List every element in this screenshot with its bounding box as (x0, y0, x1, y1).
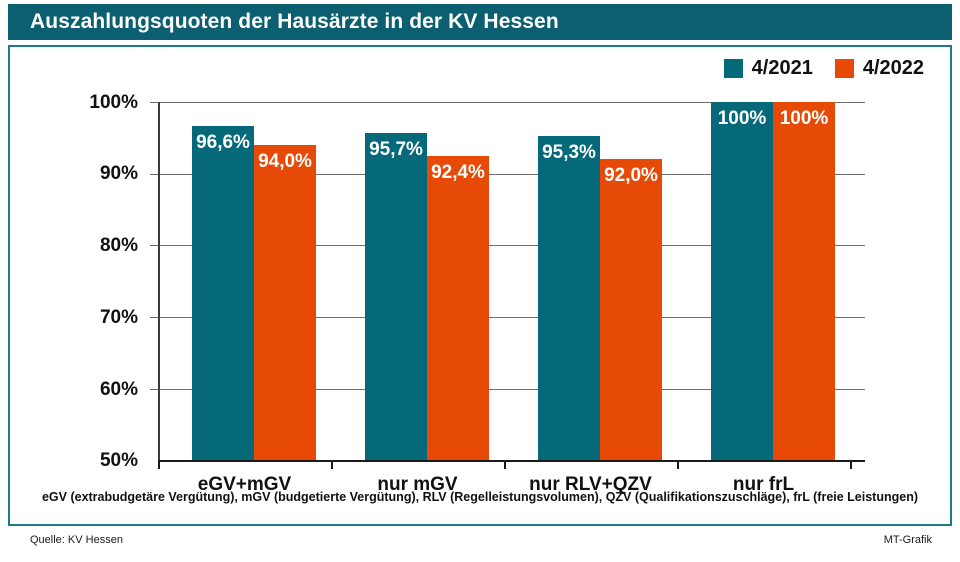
credit-label: MT-Grafik (883, 534, 932, 546)
gridline-90 (150, 174, 865, 175)
bar-label-2021-nur-frl: 100% (717, 108, 767, 129)
y-tick-label-70: 70% (99, 307, 138, 328)
y-tick-label-80: 80% (99, 235, 138, 256)
legend-item-2022: 4/2022 (834, 57, 924, 80)
legend-swatch-2022 (834, 59, 854, 78)
bar-label-2021-nur-rlv-qzv: 95,3% (542, 142, 596, 163)
bar-2022-egv-mgv[interactable]: 94,0% (254, 145, 316, 460)
bar-label-2022-nur-frl: 100% (779, 108, 829, 129)
x-category-label-nur-frl: nur frL (732, 474, 795, 495)
source-label: Quelle: KV Hessen (30, 534, 123, 546)
chart-container: 4/2021 4/2022 100% 90% 80% 70% 60% 50% (8, 45, 952, 526)
bar-2022-nur-rlv-qzv[interactable]: 92,0% (600, 159, 662, 460)
legend-item-2021: 4/2021 (723, 57, 813, 80)
bar-label-2021-egv-mgv: 96,6% (196, 132, 250, 153)
x-tick-3 (677, 460, 679, 469)
x-tick-1 (331, 460, 333, 469)
page-title: Auszahlungsquoten der Hausärzte in der K… (30, 10, 559, 33)
gridline-60 (150, 389, 865, 390)
bar-label-2022-egv-mgv: 94,0% (258, 151, 312, 172)
gridline-100 (150, 102, 865, 103)
legend-label-2022: 4/2022 (862, 57, 924, 79)
plot-area: 96,6% 94,0% 95,7% 92,4% 95,3% (150, 102, 865, 495)
x-category-label-nur-mgv: nur mGV (377, 474, 458, 495)
bar-label-2021-nur-mgv: 95,7% (369, 139, 423, 160)
y-tick-label-90: 90% (99, 163, 138, 184)
x-tick-4 (850, 460, 852, 469)
bar-2021-nur-rlv-qzv[interactable]: 95,3% (538, 136, 600, 460)
source-row: Quelle: KV Hessen MT-Grafik (8, 530, 952, 556)
bar-2021-nur-frl[interactable]: 100% (711, 102, 773, 460)
y-tick-label-60: 60% (99, 379, 138, 400)
y-axis-line (158, 102, 160, 462)
bar-2022-nur-mgv[interactable]: 92,4% (427, 156, 489, 460)
bar-label-2022-nur-rlv-qzv: 92,0% (604, 165, 658, 186)
footnote-text: eGV (extrabudgetäre Vergütung), mGV (bud… (41, 490, 919, 504)
gridline-70 (150, 317, 865, 318)
chart-legend: 4/2021 4/2022 (723, 57, 924, 80)
bar-group-nur-mgv: 95,7% 92,4% (365, 102, 489, 460)
legend-swatch-2021 (723, 59, 743, 78)
x-tick-0 (158, 460, 160, 469)
y-axis-labels: 100% 90% 80% 70% 60% 50% (10, 92, 138, 471)
x-category-label-nur-rlv-qzv: nur RLV+QZV (529, 474, 652, 495)
x-tick-2 (504, 460, 506, 469)
x-category-label-egv-mgv: eGV+mGV (197, 474, 292, 495)
bar-group-egv-mgv: 96,6% 94,0% (192, 102, 316, 460)
y-tick-label-100: 100% (89, 92, 138, 113)
bar-2021-egv-mgv[interactable]: 96,6% (192, 126, 254, 460)
bar-group-nur-rlv-qzv: 95,3% 92,0% (538, 102, 662, 460)
bar-label-2022-nur-mgv: 92,4% (431, 162, 485, 183)
title-bar: Auszahlungsquoten der Hausärzte in der K… (8, 4, 952, 40)
bar-2022-nur-frl[interactable]: 100% (773, 102, 835, 460)
bar-group-nur-frl: 100% 100% (711, 102, 835, 460)
gridline-80 (150, 245, 865, 246)
y-tick-label-50: 50% (99, 450, 138, 471)
legend-label-2021: 4/2021 (751, 57, 813, 79)
x-axis-line (158, 460, 865, 462)
bar-2021-nur-mgv[interactable]: 95,7% (365, 133, 427, 460)
